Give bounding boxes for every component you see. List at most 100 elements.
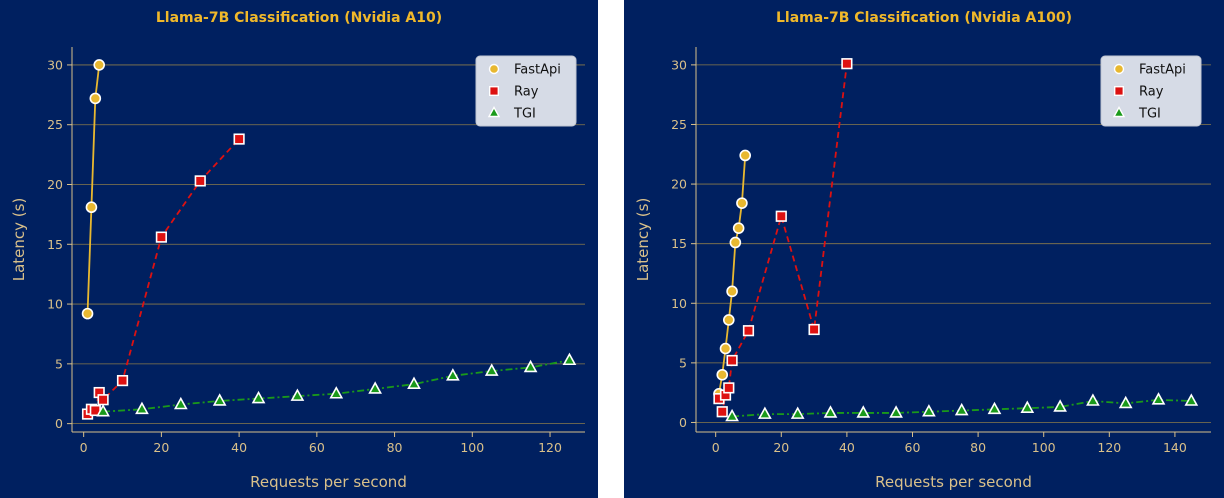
legend-marker-ray bbox=[489, 85, 500, 96]
data-point-tgi bbox=[446, 368, 460, 381]
data-point-tgi bbox=[725, 408, 739, 422]
y-tick-label: 10 bbox=[671, 296, 687, 311]
data-point-ray bbox=[97, 394, 109, 406]
data-point-tgi bbox=[523, 359, 538, 373]
legend-label-ray: Ray bbox=[1139, 85, 1164, 100]
series-fastapi bbox=[81, 59, 106, 320]
legend-marker-tgi bbox=[1112, 106, 1126, 118]
y-tick-label: 10 bbox=[47, 297, 63, 312]
x-tick-label: 80 bbox=[387, 440, 403, 455]
data-point-tgi bbox=[1184, 393, 1199, 406]
data-point-ray bbox=[742, 325, 755, 337]
data-point-ray bbox=[194, 175, 206, 187]
data-point-tgi bbox=[290, 388, 305, 401]
y-tick-label: 0 bbox=[55, 416, 63, 431]
data-point-fastapi bbox=[93, 59, 106, 71]
y-tick-label: 25 bbox=[47, 117, 63, 132]
data-point-tgi bbox=[562, 352, 577, 366]
x-axis-label: Requests per second bbox=[250, 473, 407, 491]
data-point-tgi bbox=[484, 363, 499, 376]
x-tick-label: 100 bbox=[1032, 440, 1056, 455]
legend-box bbox=[475, 55, 577, 127]
x-tick-label: 100 bbox=[460, 440, 484, 455]
data-point-fastapi bbox=[729, 236, 742, 249]
x-tick-label: 60 bbox=[309, 440, 325, 455]
legend-marker-fastapi bbox=[488, 63, 500, 75]
data-point-tgi bbox=[823, 405, 838, 418]
data-point-ray bbox=[775, 210, 787, 222]
data-point-fastapi bbox=[89, 92, 102, 105]
series-line-tgi bbox=[103, 359, 570, 413]
y-tick-label: 15 bbox=[47, 237, 63, 252]
data-point-tgi bbox=[954, 402, 969, 416]
legend-marker-fastapi bbox=[1113, 63, 1125, 75]
x-tick-label: 140 bbox=[1163, 440, 1187, 455]
y-tick-label: 0 bbox=[679, 415, 687, 430]
x-axis-label: Requests per second bbox=[875, 473, 1032, 491]
x-tick-label: 120 bbox=[1097, 440, 1121, 455]
legend-box bbox=[1100, 55, 1202, 127]
data-point-fastapi bbox=[723, 314, 735, 326]
legend-label-tgi: TGI bbox=[513, 107, 536, 122]
data-point-fastapi bbox=[732, 222, 745, 234]
data-point-tgi bbox=[173, 396, 188, 410]
chart-panel-a100: Llama-7B Classification (Nvidia A100) 0 5 1… bbox=[624, 0, 1224, 498]
data-point-fastapi bbox=[726, 285, 738, 298]
data-point-fastapi bbox=[739, 149, 752, 162]
data-point-tgi bbox=[135, 401, 149, 415]
x-tick-label: 60 bbox=[905, 440, 921, 455]
y-tick-label: 15 bbox=[671, 236, 687, 251]
data-point-ray bbox=[723, 382, 735, 394]
data-point-tgi bbox=[368, 381, 382, 394]
data-point-tgi bbox=[922, 404, 936, 417]
series-tgi bbox=[96, 352, 577, 417]
legend: FastApi Ray TGI bbox=[1100, 55, 1202, 127]
data-point-ray bbox=[716, 406, 728, 418]
legend-label-fastapi: FastApi bbox=[514, 63, 561, 78]
data-point-tgi bbox=[407, 376, 421, 389]
legend-marker-ray bbox=[1114, 85, 1125, 96]
x-tick-label: 40 bbox=[231, 440, 247, 455]
series-line-fastapi bbox=[86, 64, 101, 314]
data-point-tgi bbox=[329, 386, 344, 399]
legend-label-ray: Ray bbox=[514, 85, 539, 100]
series-line-ray bbox=[86, 138, 240, 415]
x-tick-label: 20 bbox=[773, 440, 789, 455]
legend-marker-tgi bbox=[487, 106, 501, 118]
series-ray bbox=[81, 133, 245, 420]
chart-title: Llama-7B Classification (Nvidia A10) bbox=[156, 10, 442, 26]
data-point-ray bbox=[841, 58, 853, 70]
data-point-ray bbox=[726, 354, 738, 367]
x-tick-label: 120 bbox=[538, 440, 562, 455]
data-point-ray bbox=[155, 231, 167, 243]
y-tick-label: 20 bbox=[671, 177, 687, 192]
data-point-ray bbox=[116, 374, 129, 387]
data-point-tgi bbox=[212, 393, 227, 406]
legend-label-tgi: TGI bbox=[1138, 107, 1161, 122]
y-axis-label: Latency (s) bbox=[634, 198, 652, 282]
data-point-tgi bbox=[856, 405, 871, 418]
chart-a100: Llama-7B Classification (Nvidia A100) 0 5 1… bbox=[634, 10, 1211, 491]
legend: FastApi Ray TGI bbox=[475, 55, 577, 127]
data-point-tgi bbox=[758, 406, 772, 419]
y-tick-label: 25 bbox=[671, 117, 687, 132]
x-tick-label: 0 bbox=[80, 440, 88, 455]
series-ray bbox=[713, 58, 853, 418]
data-point-tgi bbox=[251, 390, 266, 404]
data-point-tgi bbox=[1020, 400, 1035, 413]
legend-label-fastapi: FastApi bbox=[1139, 63, 1186, 78]
data-point-tgi bbox=[889, 405, 903, 418]
y-tick-label: 20 bbox=[47, 177, 63, 192]
chart-a10: Llama-7B Classification (Nvidia A10) 0 5 10… bbox=[10, 10, 585, 491]
data-point-tgi bbox=[96, 404, 110, 417]
chart-panel-a10: Llama-7B Classification (Nvidia A10) 0 5 10… bbox=[0, 0, 598, 498]
data-point-tgi bbox=[1118, 395, 1133, 409]
data-point-tgi bbox=[1053, 399, 1067, 412]
data-point-fastapi bbox=[719, 342, 732, 355]
x-tick-label: 80 bbox=[970, 440, 986, 455]
data-point-fastapi bbox=[81, 307, 94, 320]
data-point-tgi bbox=[987, 401, 1002, 415]
series-tgi bbox=[725, 392, 1199, 422]
x-tick-label: 40 bbox=[839, 440, 855, 455]
y-tick-label: 30 bbox=[47, 57, 63, 72]
